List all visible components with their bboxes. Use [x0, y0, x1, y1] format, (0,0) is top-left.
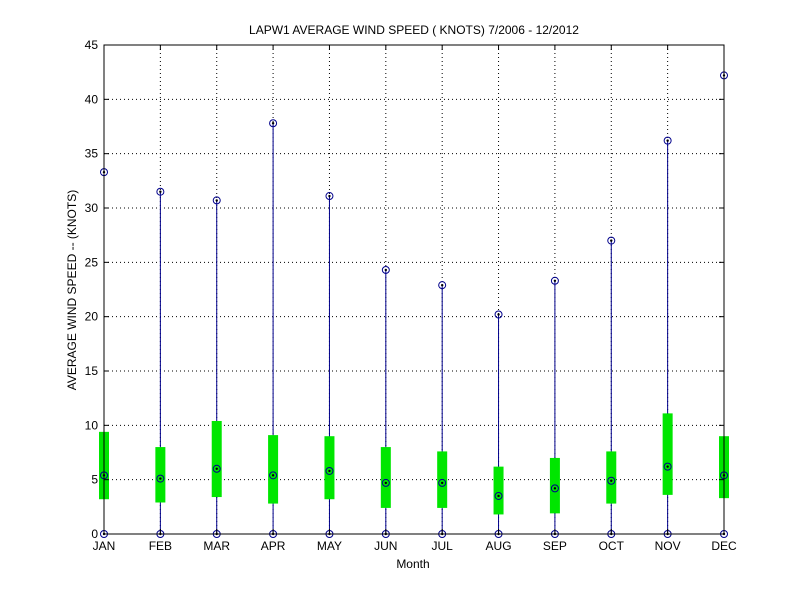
mean-marker-jul: [438, 478, 447, 487]
max-marker-apr: [269, 119, 278, 128]
x-axis-label: Month: [396, 557, 429, 571]
mean-marker-jun: [381, 478, 390, 487]
max-marker-may: [325, 192, 334, 201]
mean-marker-dot-oct: [610, 479, 613, 482]
mean-marker-mar: [212, 464, 221, 473]
x-tick-label-feb: FEB: [149, 539, 172, 553]
mean-marker-dot-nov: [666, 465, 669, 468]
max-marker-dot-sep: [553, 279, 557, 283]
max-marker-oct: [607, 236, 616, 245]
mean-marker-dot-sep: [553, 487, 557, 490]
x-tick-label-oct: OCT: [599, 539, 625, 553]
max-marker-dot-apr: [271, 122, 275, 125]
x-tick-label-may: MAY: [317, 539, 342, 553]
mean-marker-dot-jun: [384, 481, 388, 485]
mean-marker-dot-jul: [440, 481, 444, 485]
range-box-nov: [662, 413, 673, 495]
x-tick-label-nov: NOV: [655, 539, 681, 553]
max-marker-aug: [494, 310, 503, 319]
max-marker-dot-feb: [159, 190, 162, 193]
mean-marker-dot-aug: [497, 494, 500, 498]
y-tick-label: 30: [85, 201, 99, 215]
mean-marker-apr: [269, 471, 278, 480]
mean-marker-sep: [550, 484, 559, 493]
max-marker-sep: [550, 276, 559, 285]
y-tick-label: 35: [85, 147, 99, 161]
max-marker-dot-mar: [215, 199, 218, 202]
y-tick-label: 10: [85, 418, 99, 432]
x-tick-label-jun: JUN: [374, 539, 397, 553]
range-box-sep: [549, 457, 560, 514]
range-box-jun: [380, 447, 391, 508]
max-marker-dot-oct: [610, 239, 613, 242]
x-tick-label-mar: MAR: [203, 539, 230, 553]
mean-marker-dot-feb: [159, 477, 162, 480]
y-tick-label: 5: [91, 473, 98, 487]
max-marker-dot-jun: [384, 268, 388, 272]
mean-marker-may: [325, 466, 334, 475]
range-box-apr: [268, 435, 279, 504]
y-tick-label: 40: [85, 92, 99, 106]
max-marker-dot-aug: [497, 313, 500, 316]
mean-marker-feb: [156, 474, 165, 483]
range-box-aug: [493, 466, 504, 515]
y-tick-label: 25: [85, 255, 99, 269]
max-marker-jul: [438, 281, 447, 290]
x-tick-label-jul: JUL: [432, 539, 454, 553]
mean-marker-dot-may: [328, 469, 331, 473]
plot-frame: [103, 44, 725, 535]
mean-marker-oct: [607, 476, 616, 485]
max-marker-dot-jul: [440, 283, 444, 287]
range-box-mar: [211, 420, 222, 498]
mean-marker-dot-apr: [271, 474, 275, 477]
x-tick-label-sep: SEP: [543, 539, 567, 553]
max-marker-mar: [212, 196, 221, 205]
x-tick-label-dec: DEC: [711, 539, 737, 553]
x-tick-label-jan: JAN: [93, 539, 116, 553]
chart-title: LAPW1 AVERAGE WIND SPEED ( KNOTS) 7/2006…: [249, 23, 579, 37]
max-marker-dot-may: [328, 194, 331, 198]
y-axis-label: AVERAGE WIND SPEED -- (KNOTS): [65, 190, 79, 390]
max-marker-nov: [663, 136, 672, 145]
y-tick-label: 20: [85, 310, 99, 324]
y-tick-label: 15: [85, 364, 99, 378]
mean-marker-dot-mar: [215, 467, 218, 470]
y-tick-label: 45: [85, 38, 99, 52]
mean-marker-nov: [663, 462, 672, 471]
x-tick-label-apr: APR: [261, 539, 286, 553]
max-marker-dot-nov: [666, 139, 669, 142]
mean-marker-aug: [494, 491, 503, 500]
max-marker-feb: [156, 187, 165, 196]
y-tick-label: 0: [91, 527, 98, 541]
x-tick-label-aug: AUG: [486, 539, 512, 553]
max-marker-jun: [381, 265, 390, 274]
